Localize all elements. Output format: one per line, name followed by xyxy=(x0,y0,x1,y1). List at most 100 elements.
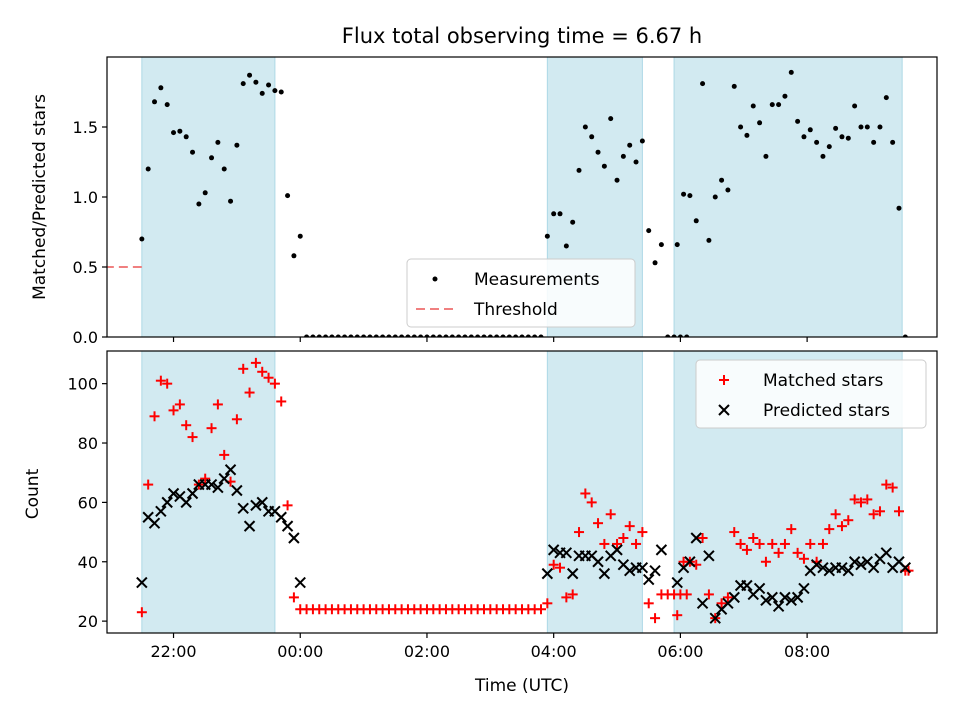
measurement-point xyxy=(481,334,487,337)
matched-point xyxy=(703,589,714,600)
predicted-point-b xyxy=(671,576,683,589)
matched-point xyxy=(612,538,623,549)
predicted-point-b xyxy=(155,505,167,518)
matched-point xyxy=(168,405,179,416)
measurement-point xyxy=(776,102,782,108)
predicted-point-b xyxy=(772,600,785,612)
predicted-point-b xyxy=(741,579,753,592)
predicted-point-b xyxy=(684,556,696,568)
measurement-point xyxy=(380,334,386,337)
observing-window xyxy=(141,57,276,337)
measurement-point xyxy=(183,134,189,140)
measurement-point xyxy=(738,124,744,130)
x-tick-label: 04:00 xyxy=(531,642,577,661)
predicted-point-b xyxy=(753,582,766,595)
predicted-point xyxy=(836,561,848,574)
measurement-point xyxy=(883,95,889,101)
predicted-point-b xyxy=(636,561,649,574)
predicted-point xyxy=(598,567,611,580)
measurement-point xyxy=(807,127,813,133)
measurement-point xyxy=(614,177,620,183)
measurement-point xyxy=(633,159,639,165)
predicted-point xyxy=(136,576,148,589)
measurement-point xyxy=(532,334,538,337)
predicted-point xyxy=(224,464,237,476)
predicted-point-b xyxy=(167,487,180,500)
predicted-point-b xyxy=(281,520,294,532)
matched-point xyxy=(567,589,578,600)
measurement-point xyxy=(494,334,500,337)
predicted-point xyxy=(231,484,243,497)
predicted-point-b xyxy=(269,505,281,518)
predicted-point xyxy=(611,544,623,556)
y-tick-label: 0.5 xyxy=(73,258,98,277)
measurement-point xyxy=(563,243,569,249)
predicted-point xyxy=(810,559,823,571)
measurement-point xyxy=(386,334,392,337)
matched-point xyxy=(672,610,683,621)
measurement-point xyxy=(234,142,240,148)
measurement-point xyxy=(570,219,576,225)
matched-point xyxy=(200,473,211,484)
predicted-point-b xyxy=(243,520,256,532)
predicted-point xyxy=(186,487,199,500)
predicted-point xyxy=(643,573,655,586)
predicted-point-b xyxy=(810,559,823,571)
matched-point xyxy=(767,538,778,549)
x-axis-label: Time (UTC) xyxy=(474,676,569,696)
matched-point xyxy=(637,527,648,538)
predicted-point-b xyxy=(817,561,829,574)
predicted-point xyxy=(760,594,772,607)
measurement-point xyxy=(693,218,699,224)
measurement-point xyxy=(839,134,845,140)
matched-point xyxy=(580,488,591,499)
predicted-point xyxy=(766,591,778,604)
predicted-point-b xyxy=(848,556,861,568)
predicted-point xyxy=(867,561,880,574)
measurement-point xyxy=(253,79,259,85)
predicted-point xyxy=(703,550,715,562)
measurement-point xyxy=(864,124,870,130)
predicted-point xyxy=(696,597,709,610)
measurement-point xyxy=(291,253,297,259)
predicted-point-b xyxy=(611,544,623,556)
predicted-point-b xyxy=(624,564,636,577)
matched-point xyxy=(238,363,249,374)
legend-label: Predicted stars xyxy=(763,401,890,421)
matched-point xyxy=(231,414,242,425)
measurement-point xyxy=(782,93,788,99)
measurement-point xyxy=(684,334,690,337)
predicted-point-b xyxy=(161,496,173,509)
measurement-point xyxy=(373,334,379,337)
predicted-point-b xyxy=(224,464,237,476)
measurement-point xyxy=(582,124,588,130)
measurement-point xyxy=(297,233,303,239)
measurement-point xyxy=(833,125,839,131)
measurement-point xyxy=(247,72,253,78)
measurement-point xyxy=(196,201,202,207)
measurement-point xyxy=(437,334,443,337)
measurement-point xyxy=(858,124,864,130)
measurement-point xyxy=(731,83,737,89)
predicted-point xyxy=(547,544,560,556)
top-y-axis-label: Matched/Predicted stars xyxy=(30,94,50,300)
matched-point xyxy=(792,547,803,558)
matched-point xyxy=(624,521,635,532)
measurement-point xyxy=(468,334,474,337)
measurement-point xyxy=(652,260,658,266)
predicted-point xyxy=(684,556,696,568)
predicted-point-b xyxy=(855,559,867,571)
predicted-point xyxy=(167,487,180,500)
predicted-point xyxy=(772,600,785,612)
x-tick-label: 02:00 xyxy=(404,642,450,661)
measurement-point xyxy=(240,81,246,87)
measurement-point xyxy=(788,69,794,75)
measurement-point xyxy=(361,334,367,337)
measurement-point xyxy=(418,334,424,337)
matched-point xyxy=(849,494,860,505)
predicted-point xyxy=(848,556,861,568)
matched-point xyxy=(805,538,816,549)
predicted-point-b xyxy=(250,499,262,512)
predicted-point-b xyxy=(760,594,772,607)
